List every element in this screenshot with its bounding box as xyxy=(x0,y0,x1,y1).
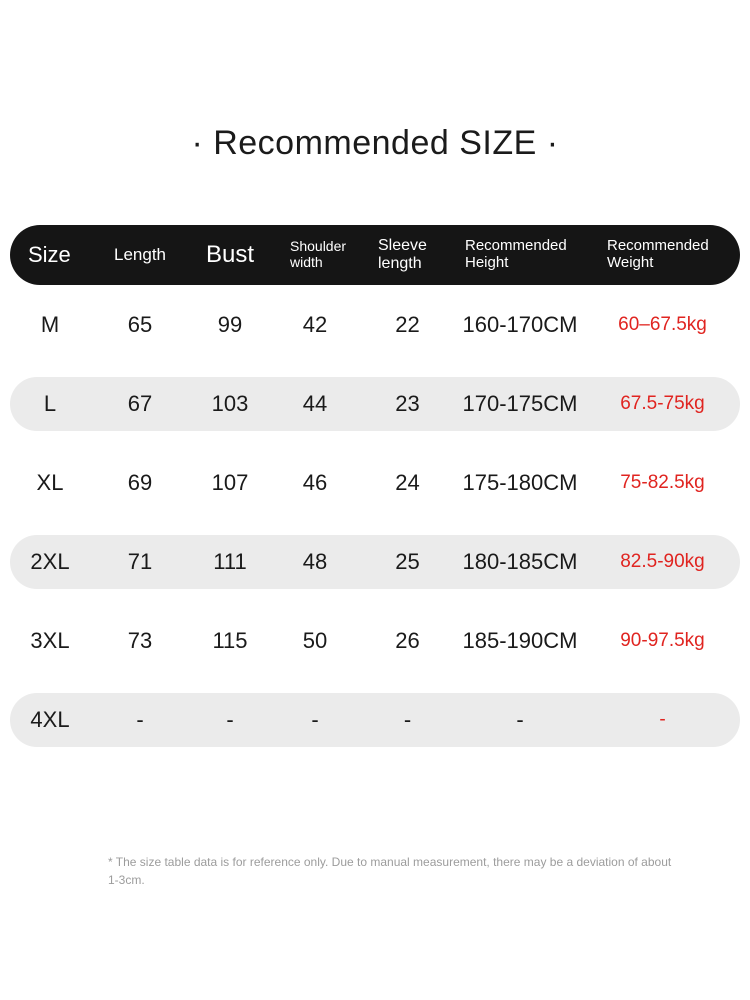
bust-value: 99 xyxy=(217,311,243,337)
column-header-sleeve-length: Sleeve length xyxy=(378,237,427,272)
shoulder-value: 46 xyxy=(302,469,328,495)
sleeve-value: 24 xyxy=(395,469,420,495)
size-value: 4XL xyxy=(30,706,70,732)
table-row-m: M 65 99 42 22 160-170CM 60–67.5kg xyxy=(10,285,740,364)
column-header-recommended-weight: Recommended Weight xyxy=(607,237,709,271)
shoulder-value: 50 xyxy=(302,627,328,653)
table-row-xl: XL 69 107 46 24 175-180CM 75-82.5kg xyxy=(10,443,740,522)
weight-value: 75-82.5kg xyxy=(620,471,705,493)
height-value: 170-175CM xyxy=(462,390,578,416)
size-value: 2XL xyxy=(30,548,70,574)
length-value: 67 xyxy=(127,390,153,416)
column-header-length: Length xyxy=(114,245,166,265)
sleeve-value: 23 xyxy=(395,390,420,416)
length-value: 71 xyxy=(127,548,153,574)
height-value: 175-180CM xyxy=(462,469,578,495)
bust-value: 111 xyxy=(213,548,247,574)
length-value: 73 xyxy=(127,627,153,653)
table-row-2xl: 2XL 71 111 48 25 180-185CM 82.5-90kg xyxy=(10,522,740,601)
sleeve-value: - xyxy=(403,706,412,732)
bust-value: 115 xyxy=(212,627,248,653)
column-header-bust: Bust xyxy=(205,240,255,268)
size-table: Size Length Bust Shoulder width Sleeve l… xyxy=(10,225,740,759)
height-value: 160-170CM xyxy=(462,311,578,337)
bust-value: - xyxy=(226,706,234,732)
sleeve-value: 25 xyxy=(395,548,420,574)
length-value: - xyxy=(136,706,144,732)
column-header-recommended-height: Recommended Height xyxy=(465,237,567,271)
shoulder-value: - xyxy=(311,706,319,732)
column-header-shoulder-width: Shoulder width xyxy=(290,238,347,270)
table-row-l: L 67 103 44 23 170-175CM 67.5-75kg xyxy=(10,364,740,443)
column-header-size: Size xyxy=(28,241,71,267)
height-value: 185-190CM xyxy=(462,627,578,653)
weight-value: 82.5-90kg xyxy=(620,550,705,572)
shoulder-value: 48 xyxy=(302,548,328,574)
weight-value: 60–67.5kg xyxy=(618,313,707,335)
weight-value: 90-97.5kg xyxy=(620,629,705,651)
weight-value: - xyxy=(659,708,666,730)
sleeve-value: 26 xyxy=(395,627,420,653)
table-row-4xl: 4XL - - - - - - xyxy=(10,680,740,759)
weight-value: 67.5-75kg xyxy=(620,392,705,414)
table-row-3xl: 3XL 73 115 50 26 185-190CM 90-97.5kg xyxy=(10,601,740,680)
bust-value: 103 xyxy=(211,390,249,416)
page-title: · Recommended SIZE · xyxy=(191,124,559,162)
footnote: * The size table data is for reference o… xyxy=(108,855,672,887)
size-value: M xyxy=(40,311,60,337)
table-header-row: Size Length Bust Shoulder width Sleeve l… xyxy=(10,225,740,285)
sleeve-value: 22 xyxy=(395,311,420,337)
height-value: - xyxy=(516,706,524,732)
size-value: L xyxy=(43,390,57,416)
size-value: XL xyxy=(36,469,64,495)
shoulder-value: 44 xyxy=(302,390,328,416)
size-value: 3XL xyxy=(30,627,70,653)
bust-value: 107 xyxy=(211,469,249,495)
shoulder-value: 42 xyxy=(302,311,328,337)
height-value: 180-185CM xyxy=(462,548,578,574)
length-value: 69 xyxy=(127,469,153,495)
length-value: 65 xyxy=(127,311,153,337)
